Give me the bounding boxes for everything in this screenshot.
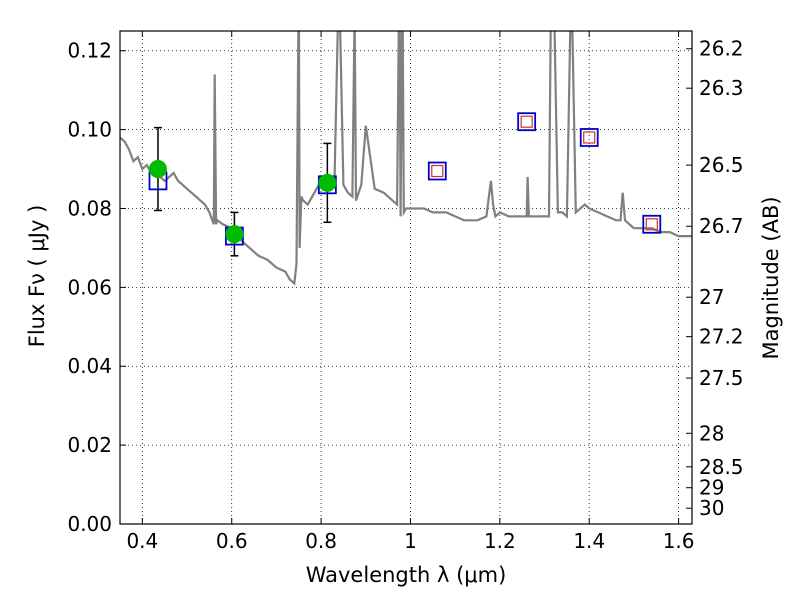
right-tick-label: 27.5	[699, 366, 744, 390]
x-axis-label: Wavelength λ (μm)	[306, 563, 507, 587]
right-tick-label: 28	[699, 421, 724, 445]
plot-frame	[119, 30, 693, 525]
y-axis-ticks: 0.00 0.02 0.04 0.06 0.08 0.10 0.12	[67, 39, 126, 536]
y-tick-label: 0.04	[67, 354, 112, 378]
observed-photometry-series	[148, 160, 337, 244]
y-tick-label: 0.00	[67, 512, 112, 536]
x-tick-label: 1.6	[663, 529, 695, 553]
observed-point	[148, 160, 167, 179]
observed-point	[225, 225, 244, 244]
model-photometry-inner-square	[431, 164, 444, 178]
right-tick-label: 26.5	[699, 153, 744, 177]
model-photometry-inner-square	[583, 131, 596, 144]
right-tick-label: 27.2	[699, 325, 744, 349]
spectrum-line	[120, 31, 692, 286]
model-photometry-square	[642, 214, 662, 234]
y-tick-label: 0.08	[67, 196, 112, 220]
right-tick-label: 29	[699, 476, 724, 500]
x-tick-label: 0.4	[126, 529, 158, 553]
right-tick-label: 30	[699, 496, 724, 520]
x-tick-label: 1.4	[573, 529, 605, 553]
y-tick-label: 0.02	[67, 433, 112, 457]
model-photometry-inner-square	[520, 115, 533, 128]
y-tick-label: 0.10	[67, 118, 112, 142]
model-photometry-square	[579, 128, 599, 147]
model-spectrum-series	[120, 31, 692, 286]
model-photometry-inner-square	[645, 218, 658, 231]
gridlines	[120, 31, 692, 524]
x-tick-label: 0.6	[216, 529, 248, 553]
x-axis-ticks: 0.4 0.6 0.8 1 1.2 1.4 1.6	[126, 31, 695, 553]
observed-point	[318, 173, 337, 192]
right-tick-label: 26.7	[699, 214, 744, 238]
right-axis-label: Magnitude (AB)	[759, 196, 783, 359]
x-tick-label: 1	[404, 529, 417, 553]
right-tick-label: 26.3	[699, 76, 744, 100]
right-tick-label: 27	[699, 285, 724, 309]
y-tick-label: 0.06	[67, 275, 112, 299]
model-photometry-square	[517, 112, 537, 132]
x-tick-label: 1.2	[484, 529, 516, 553]
right-tick-label: 26.2	[699, 37, 744, 61]
model-photometry-square	[427, 161, 447, 181]
y-tick-label: 0.12	[67, 39, 112, 63]
right-tick-label: 28.5	[699, 455, 744, 479]
x-tick-label: 0.8	[305, 529, 337, 553]
y-axis-label: Flux Fν ( μJy )	[25, 205, 49, 348]
